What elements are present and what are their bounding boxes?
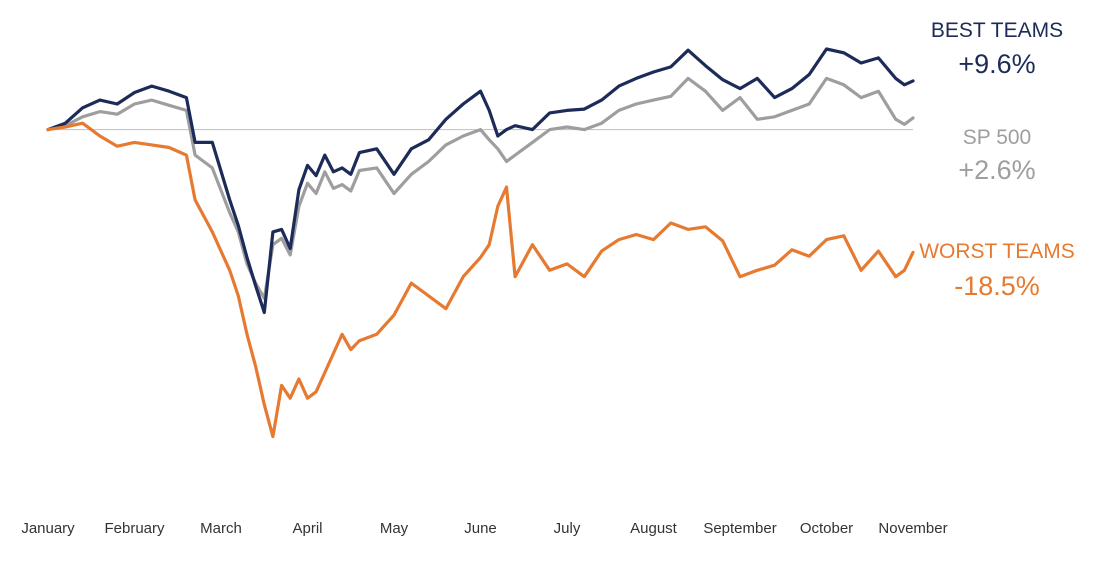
series-line-sp-500: [46, 76, 915, 300]
legend-name-worst-teams: WORST TEAMS: [919, 240, 1075, 263]
legend-value-sp500: +2.6%: [958, 155, 1035, 185]
legend-name-best-teams: BEST TEAMS: [931, 19, 1063, 42]
x-tick-label: January: [21, 520, 75, 537]
series-legend: BEST TEAMS +9.6% SP 500 +2.6% WORST TEAM…: [919, 19, 1075, 301]
legend-value-best-teams: +9.6%: [958, 49, 1035, 79]
x-tick-label: August: [630, 520, 678, 537]
legend-name-sp500: SP 500: [963, 126, 1032, 149]
legend-value-worst-teams: -18.5%: [954, 271, 1040, 301]
x-tick-label: July: [554, 520, 581, 537]
series-line-best-teams: [46, 47, 915, 315]
x-axis-tick-labels: January February March April May June July Augu…: [21, 520, 947, 537]
x-tick-label: September: [703, 520, 776, 537]
series-line-worst-teams: [46, 121, 915, 439]
x-tick-label: April: [292, 520, 322, 537]
series-lines: [46, 47, 915, 439]
x-tick-label: June: [464, 520, 497, 537]
x-tick-label: May: [380, 520, 409, 537]
x-tick-label: October: [800, 520, 853, 537]
x-tick-label: February: [104, 520, 165, 537]
x-tick-label: November: [878, 520, 947, 537]
x-tick-label: March: [200, 520, 242, 537]
